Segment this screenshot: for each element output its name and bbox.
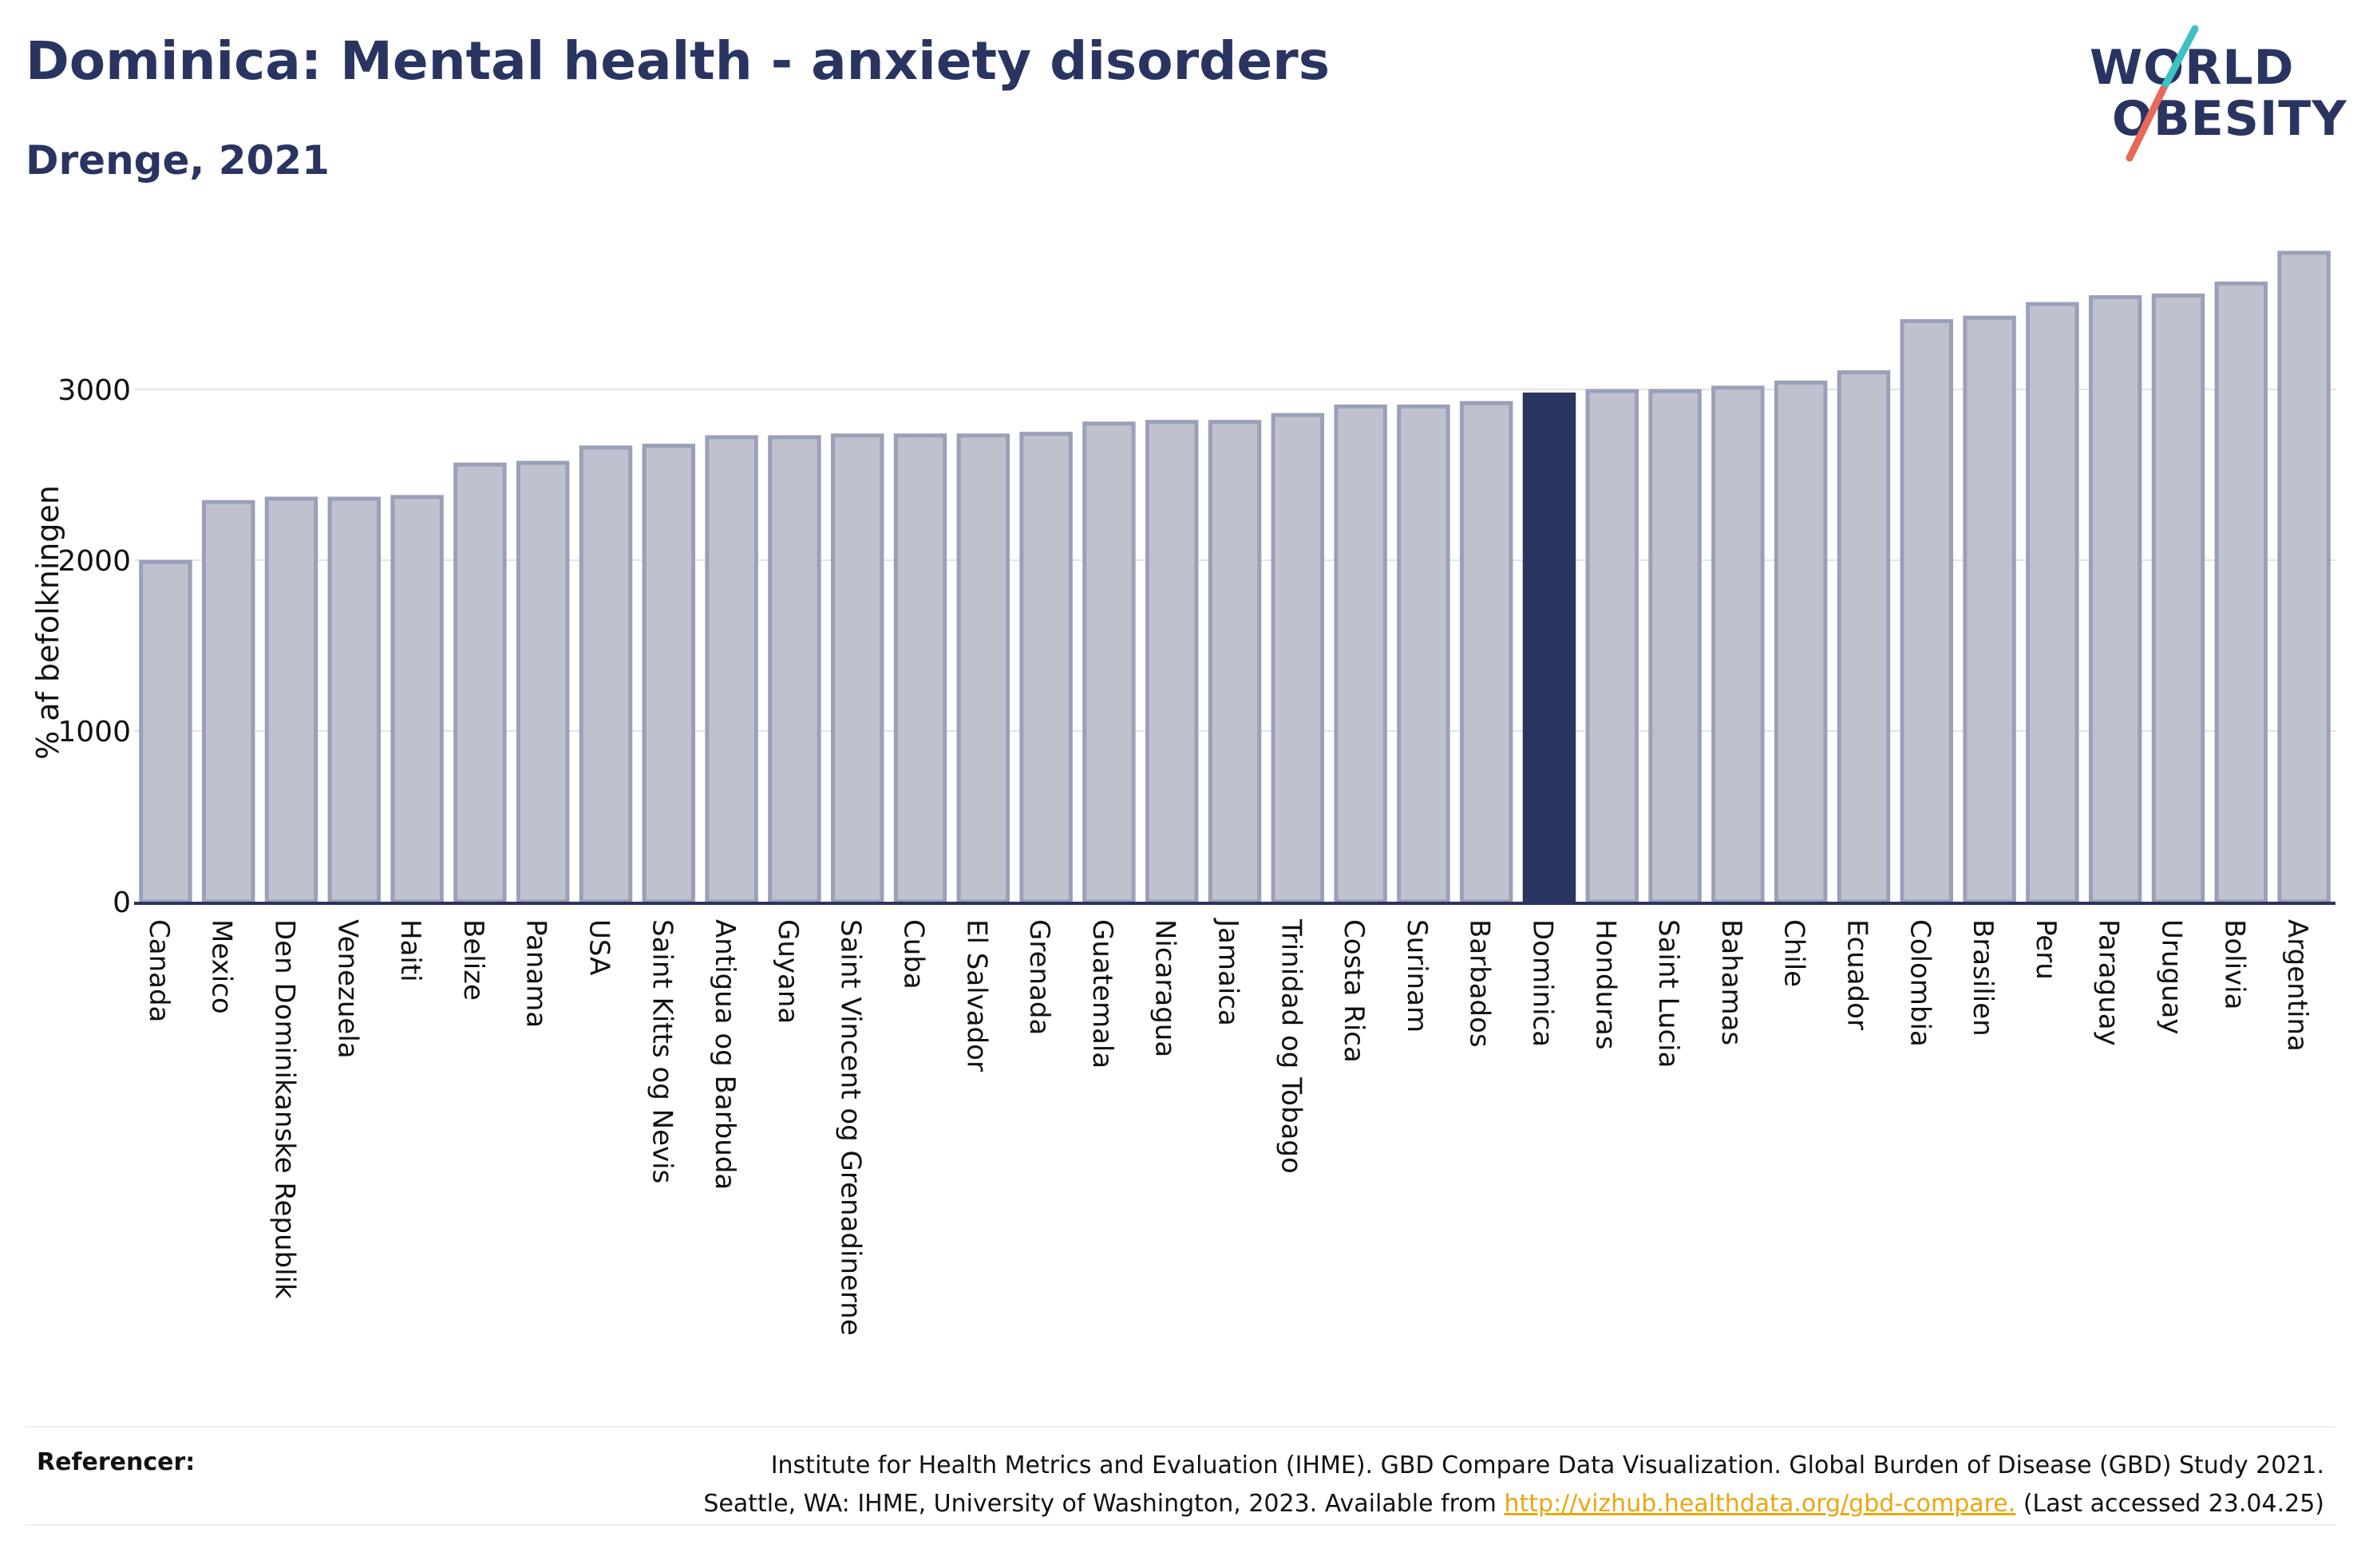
references-line-1: Institute for Health Metrics and Evaluat… bbox=[770, 1451, 2324, 1479]
y-tick-label: 3000 bbox=[57, 374, 131, 407]
x-tick-label: Guatemala bbox=[1086, 919, 1118, 1068]
bar bbox=[1900, 318, 1954, 904]
bar bbox=[1837, 370, 1891, 904]
x-tick-label: Surinam bbox=[1401, 919, 1433, 1033]
bar bbox=[893, 433, 947, 904]
x-tick-label: Chile bbox=[1778, 919, 1810, 987]
bar-highlight bbox=[1522, 392, 1576, 904]
bar bbox=[1774, 380, 1828, 904]
x-tick-label: Costa Rica bbox=[1338, 919, 1370, 1063]
bar bbox=[1397, 404, 1450, 904]
logo-slash-icon bbox=[2126, 25, 2199, 162]
bar bbox=[327, 496, 382, 904]
bar bbox=[2151, 293, 2205, 904]
references-line-2-suffix: (Last accessed 23.04.25) bbox=[2015, 1490, 2324, 1518]
y-tick-label: 1000 bbox=[57, 716, 131, 748]
x-tick-label: Cuba bbox=[898, 919, 930, 989]
references-text: Institute for Health Metrics and Evaluat… bbox=[703, 1447, 2324, 1523]
bar-chart: 0 1000 2000 3000 Canada Mexico Den Dominikansk… bbox=[57, 251, 2335, 1336]
x-tick-label: Belize bbox=[457, 919, 489, 1001]
x-tick-label: Saint Kitts og Nevis bbox=[646, 919, 678, 1183]
bar bbox=[1208, 420, 1262, 904]
x-tick-label: Brasilien bbox=[1967, 919, 1999, 1037]
references-divider-top bbox=[26, 1426, 2335, 1428]
x-tick-label: Paraguay bbox=[2093, 919, 2125, 1046]
x-tick-label: Saint Lucia bbox=[1652, 919, 1684, 1068]
chart-title: Dominica: Mental health - anxiety disord… bbox=[26, 30, 1330, 92]
x-tick-label: USA bbox=[583, 919, 615, 975]
bar bbox=[139, 559, 192, 904]
x-tick-label: Grenada bbox=[1023, 919, 1055, 1035]
x-tick-label: Dominica bbox=[1527, 919, 1559, 1047]
bar bbox=[1082, 421, 1136, 904]
bar bbox=[642, 444, 696, 904]
bar bbox=[1145, 420, 1199, 904]
x-tick-label: Haiti bbox=[394, 919, 426, 982]
x-tick-label: Canada bbox=[143, 919, 175, 1022]
chart-subtitle: Drenge, 2021 bbox=[26, 137, 330, 184]
bar bbox=[1334, 404, 1387, 904]
x-tick-label: Barbados bbox=[1464, 919, 1496, 1048]
bar bbox=[2277, 251, 2331, 904]
bar bbox=[1711, 385, 1765, 904]
bar bbox=[579, 445, 633, 904]
references-line-2: Seattle, WA: IHME, University of Washing… bbox=[703, 1485, 2324, 1523]
y-tick-label: 2000 bbox=[57, 545, 131, 578]
references-link[interactable]: http://vizhub.healthdata.org/gbd-compare… bbox=[1504, 1490, 2016, 1518]
x-tick-label: Bolivia bbox=[2218, 919, 2250, 1009]
bar bbox=[1271, 413, 1325, 904]
x-tick-label: Nicaragua bbox=[1149, 919, 1181, 1057]
references-divider-bottom bbox=[26, 1524, 2335, 1526]
bar bbox=[2088, 294, 2142, 904]
x-tick-label: Colombia bbox=[1904, 919, 1936, 1047]
bar bbox=[1648, 389, 1702, 904]
bar bbox=[1459, 401, 1513, 904]
y-tick-label: 0 bbox=[113, 887, 131, 919]
bar bbox=[2026, 302, 2079, 904]
references-label: Referencer: bbox=[37, 1448, 196, 1476]
references-line-2-prefix: Seattle, WA: IHME, University of Washing… bbox=[703, 1490, 1505, 1518]
x-tick-label: Bahamas bbox=[1715, 919, 1747, 1045]
logo-text-world: WORLD bbox=[2090, 40, 2295, 96]
bars bbox=[139, 251, 2331, 904]
bar bbox=[516, 460, 570, 904]
bar bbox=[705, 435, 758, 904]
tick-labels: 0 1000 2000 3000 Canada Mexico Den Dominikansk… bbox=[57, 374, 2313, 1336]
bar bbox=[956, 433, 1010, 904]
x-tick-label: Mexico bbox=[206, 919, 238, 1014]
x-tick-label: El Salvador bbox=[960, 919, 992, 1072]
bar bbox=[390, 495, 444, 904]
x-tick-label: Jamaica bbox=[1212, 918, 1244, 1026]
x-tick-label: Den Dominikanske Republik bbox=[269, 919, 301, 1299]
x-tick-label: Ecuador bbox=[1841, 919, 1873, 1030]
bar bbox=[264, 496, 318, 904]
bar bbox=[201, 500, 255, 904]
bar bbox=[1585, 389, 1639, 904]
x-tick-label: Trinidad og Tobago bbox=[1275, 918, 1307, 1174]
x-tick-label: Honduras bbox=[1589, 919, 1621, 1050]
x-tick-label: Guyana bbox=[772, 919, 804, 1024]
world-obesity-logo: WORLD OBESITY bbox=[2083, 24, 2347, 168]
x-tick-label: Argentina bbox=[2281, 919, 2313, 1052]
x-tick-label: Panama bbox=[520, 919, 552, 1028]
bar bbox=[768, 435, 821, 904]
x-tick-label: Saint Vincent og Grenadinerne bbox=[835, 919, 867, 1336]
x-tick-label: Peru bbox=[2030, 919, 2062, 980]
bar bbox=[830, 433, 884, 904]
x-tick-label: Uruguay bbox=[2156, 919, 2188, 1035]
bar bbox=[1019, 432, 1073, 904]
x-tick-label: Antigua og Barbuda bbox=[709, 919, 741, 1190]
x-tick-label: Venezuela bbox=[331, 919, 363, 1059]
bar bbox=[453, 462, 507, 904]
bar bbox=[1963, 315, 2016, 904]
bar bbox=[2214, 281, 2268, 904]
